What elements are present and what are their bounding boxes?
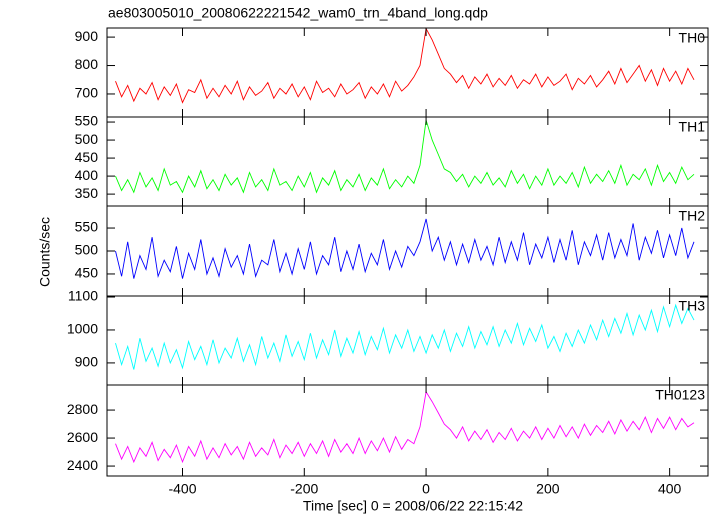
panel-label: TH0123	[655, 387, 705, 403]
panel-frame	[106, 116, 709, 207]
y-tick-label: 450	[75, 149, 99, 165]
y-tick-label: 350	[75, 185, 99, 201]
panel-frame	[106, 205, 709, 297]
y-tick-label: 550	[75, 113, 99, 129]
y-tick-label: 400	[75, 167, 99, 183]
y-tick-label: 1000	[67, 321, 98, 337]
y-tick-label: 2800	[67, 401, 98, 417]
panel-label: TH3	[679, 298, 706, 314]
light-curve	[115, 218, 695, 279]
x-tick-label: 0	[422, 481, 430, 497]
y-tick-label: 500	[75, 242, 99, 258]
y-tick-label: 1100	[68, 288, 98, 304]
chart-title: ae803005010_20080622221542_wam0_trn_4ban…	[108, 5, 488, 21]
panel-frame	[106, 384, 709, 477]
y-tick-label: 500	[75, 131, 99, 147]
y-tick-label: 2600	[67, 429, 98, 445]
light-curve	[115, 27, 695, 104]
panel-label: TH1	[679, 119, 706, 135]
x-tick-label: 200	[536, 481, 560, 497]
y-tick-label: 550	[75, 219, 99, 235]
panel-label: TH2	[679, 208, 706, 224]
panel-frame	[106, 295, 709, 386]
x-tick-label: -400	[168, 481, 196, 497]
y-tick-label: 450	[75, 265, 99, 281]
light-curve	[115, 390, 695, 464]
light-curve	[115, 120, 695, 194]
x-tick-label: 400	[658, 481, 682, 497]
light-curve	[115, 303, 695, 370]
y-tick-label: 900	[75, 354, 99, 370]
y-tick-label: 700	[75, 85, 99, 101]
x-tick-label: -200	[290, 481, 318, 497]
y-tick-label: 2400	[67, 457, 98, 473]
x-axis-label: Time [sec] 0 = 2008/06/22 22:15:42	[303, 498, 523, 514]
y-axis-label: Counts/sec	[37, 217, 53, 287]
panel-label: TH0	[679, 30, 706, 46]
panel-frame	[106, 27, 709, 118]
y-tick-label: 800	[75, 56, 99, 72]
y-tick-label: 900	[75, 28, 99, 44]
